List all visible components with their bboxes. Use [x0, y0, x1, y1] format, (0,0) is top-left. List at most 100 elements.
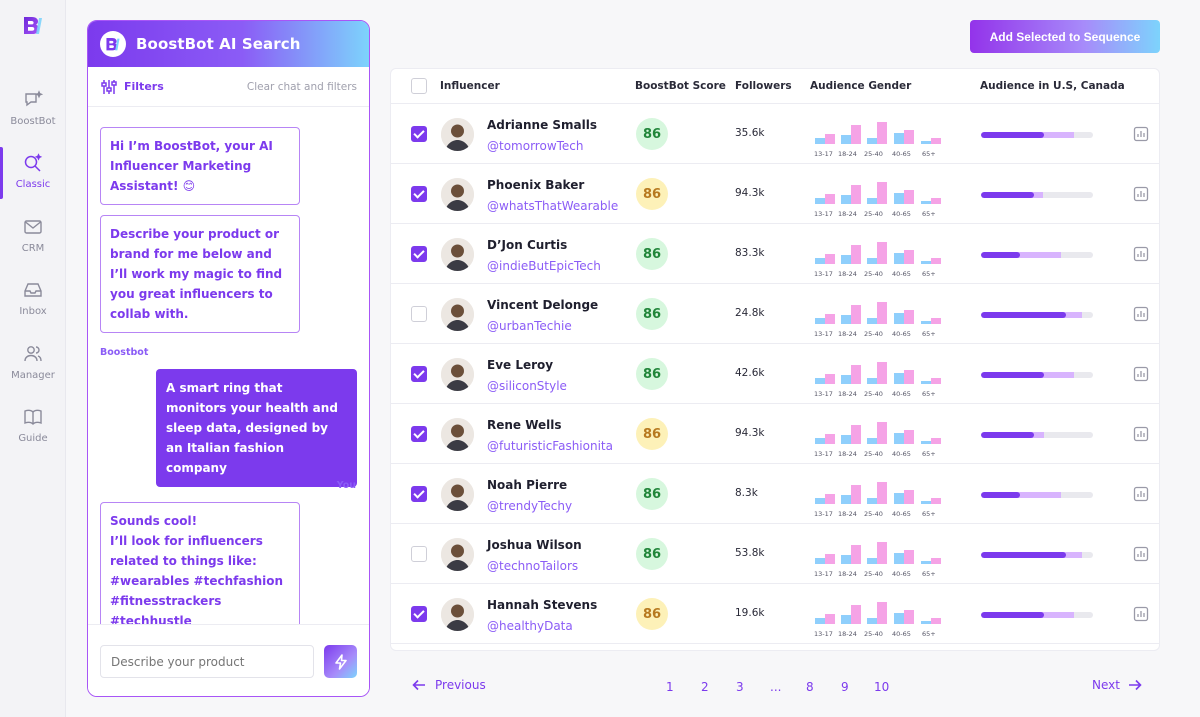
analytics-chart-icon[interactable] — [1133, 606, 1149, 622]
send-button[interactable] — [324, 645, 357, 678]
influencer-name[interactable]: Noah Pierre — [487, 478, 568, 492]
nav-item-crm[interactable]: CRM — [0, 217, 66, 269]
row-checkbox[interactable] — [411, 546, 427, 562]
influencer-handle[interactable]: @futuristicFashionita — [487, 439, 613, 453]
nav-item-boostbot[interactable]: BoostBot — [0, 90, 66, 142]
row-checkbox[interactable] — [411, 306, 427, 322]
product-description-input[interactable] — [100, 645, 314, 678]
boostbot-chat-panel: BoostBot AI Search Filters Clear chat an… — [87, 20, 370, 697]
page-link[interactable]: 3 — [736, 680, 744, 694]
table-row[interactable]: Hannah Stevens @healthyData 86 19.6k 13-… — [391, 584, 1159, 644]
nav-item-guide[interactable]: Guide — [0, 407, 66, 459]
age-label: 65+ — [922, 390, 936, 398]
age-label: 40-65 — [892, 570, 911, 578]
select-all-checkbox[interactable] — [411, 78, 427, 94]
age-label: 65+ — [922, 570, 936, 578]
row-checkbox[interactable] — [411, 426, 427, 442]
avatar[interactable] — [441, 238, 474, 271]
column-header-influencer[interactable]: Influencer — [440, 80, 500, 92]
influencer-name[interactable]: Vincent Delonge — [487, 298, 599, 312]
column-header-score[interactable]: BoostBot Score — [635, 80, 726, 92]
analytics-chart-icon[interactable] — [1133, 426, 1149, 442]
influencer-name[interactable]: Joshua Wilson — [487, 538, 582, 552]
filters-button[interactable]: Filters — [124, 80, 164, 93]
influencer-name[interactable]: Eve Leroy — [487, 358, 554, 372]
analytics-chart-icon[interactable] — [1133, 306, 1149, 322]
table-row[interactable]: Noah Pierre @trendyTechy 86 8.3k 13-17 18… — [391, 464, 1159, 524]
influencer-name[interactable]: Phoenix Baker — [487, 178, 585, 192]
avatar[interactable] — [441, 118, 474, 151]
influencer-name[interactable]: D’Jon Curtis — [487, 238, 568, 252]
age-label: 65+ — [922, 450, 936, 458]
gender-bar-female — [931, 558, 941, 564]
row-checkbox[interactable] — [411, 246, 427, 262]
table-row[interactable]: Phoenix Baker @whatsThatWearable 86 94.3… — [391, 164, 1159, 224]
analytics-chart-icon[interactable] — [1133, 126, 1149, 142]
avatar[interactable] — [441, 418, 474, 451]
avatar[interactable] — [441, 538, 474, 571]
analytics-chart-icon[interactable] — [1133, 546, 1149, 562]
avatar[interactable] — [441, 178, 474, 211]
analytics-chart-icon[interactable] — [1133, 246, 1149, 262]
analytics-chart-icon[interactable] — [1133, 366, 1149, 382]
influencer-handle[interactable]: @tomorrowTech — [487, 139, 584, 153]
column-header-gender[interactable]: Audience Gender — [810, 80, 912, 92]
nav-item-classic[interactable]: Classic — [0, 147, 66, 205]
column-header-us-canada[interactable]: Audience in U.S, Canada — [980, 80, 1125, 92]
previous-page-button[interactable]: Previous — [412, 678, 486, 692]
page-link[interactable]: 2 — [701, 680, 709, 694]
next-page-button[interactable]: Next — [1092, 678, 1142, 692]
column-header-followers[interactable]: Followers — [735, 80, 792, 92]
influencer-name[interactable]: Hannah Stevens — [487, 598, 598, 612]
table-row[interactable]: Rene Wells @futuristicFashionita 86 94.3… — [391, 404, 1159, 464]
gender-bar-male — [867, 558, 877, 564]
row-checkbox[interactable] — [411, 486, 427, 502]
page-link[interactable]: 9 — [841, 680, 849, 694]
page-link[interactable]: 8 — [806, 680, 814, 694]
influencer-handle[interactable]: @healthyData — [487, 619, 573, 633]
avatar[interactable] — [441, 478, 474, 511]
table-row[interactable]: Adrianne Smalls @tomorrowTech 86 35.6k 1… — [391, 104, 1159, 164]
gender-bar-male — [867, 618, 877, 624]
analytics-chart-icon[interactable] — [1133, 186, 1149, 202]
row-checkbox[interactable] — [411, 186, 427, 202]
influencer-handle[interactable]: @whatsThatWearable — [487, 199, 619, 213]
users-icon — [24, 346, 42, 362]
table-row[interactable]: Joshua Wilson @technoTailors 86 53.8k 13… — [391, 524, 1159, 584]
influencer-handle[interactable]: @trendyTechy — [487, 499, 573, 513]
influencer-handle[interactable]: @siliconStyle — [487, 379, 567, 393]
nav-item-inbox[interactable]: Inbox — [0, 280, 66, 332]
influencer-handle[interactable]: @technoTailors — [487, 559, 579, 573]
age-label: 18-24 — [838, 390, 857, 398]
page-link[interactable]: 1 — [666, 680, 674, 694]
influencer-name[interactable]: Rene Wells — [487, 418, 562, 432]
avatar[interactable] — [441, 298, 474, 331]
table-row[interactable]: Vincent Delonge @urbanTechie 86 24.8k 13… — [391, 284, 1159, 344]
table-row[interactable]: Eve Leroy @siliconStyle 86 42.6k 13-17 18… — [391, 344, 1159, 404]
sliders-icon[interactable] — [100, 78, 118, 96]
analytics-chart-icon[interactable] — [1133, 486, 1149, 502]
nav-item-manager[interactable]: Manager — [0, 344, 66, 396]
clear-chat-button[interactable]: Clear chat and filters — [246, 80, 357, 93]
age-label: 40-65 — [892, 510, 911, 518]
age-label: 18-24 — [838, 270, 857, 278]
audience-us-canada-bar — [981, 312, 1093, 318]
row-checkbox[interactable] — [411, 606, 427, 622]
influencer-name[interactable]: Adrianne Smalls — [487, 118, 598, 132]
avatar[interactable] — [441, 598, 474, 631]
age-label: 40-65 — [892, 330, 911, 338]
gender-bar-female — [825, 194, 835, 204]
row-checkbox[interactable] — [411, 126, 427, 142]
page-link[interactable]: 10 — [874, 680, 890, 694]
table-row[interactable]: D’Jon Curtis @indieButEpicTech 86 83.3k … — [391, 224, 1159, 284]
avatar[interactable] — [441, 358, 474, 391]
us-canada-primary-fill — [981, 132, 1044, 138]
boostbot-logo-icon[interactable] — [22, 16, 44, 36]
gender-bar-female — [931, 378, 941, 384]
influencer-handle[interactable]: @indieButEpicTech — [487, 259, 601, 273]
add-selected-to-sequence-button[interactable]: Add Selected to Sequence — [970, 20, 1160, 53]
influencer-handle[interactable]: @urbanTechie — [487, 319, 572, 333]
age-label: 13-17 — [814, 570, 833, 578]
row-checkbox[interactable] — [411, 366, 427, 382]
gender-bar-male — [921, 261, 931, 264]
